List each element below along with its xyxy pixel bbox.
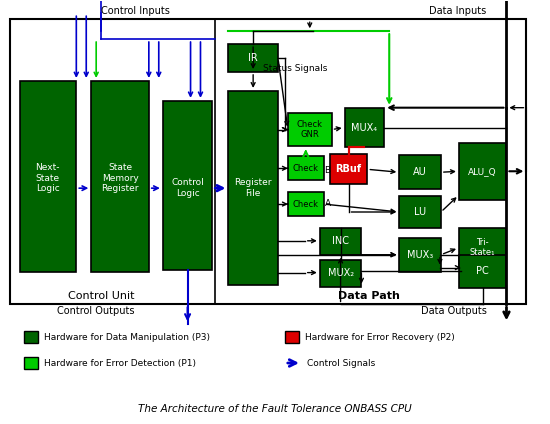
Bar: [288, 192, 324, 216]
Text: Data Outputs: Data Outputs: [421, 307, 487, 316]
Bar: [399, 238, 441, 272]
Bar: [10, 19, 526, 304]
Text: LU: LU: [414, 207, 426, 217]
Text: RBuf: RBuf: [336, 164, 361, 174]
Text: MUX₃: MUX₃: [407, 250, 433, 260]
Text: State
Memory
Register: State Memory Register: [101, 163, 139, 193]
Bar: [329, 154, 367, 184]
Bar: [399, 196, 441, 228]
Bar: [24, 331, 37, 343]
Bar: [163, 101, 212, 270]
Text: PC: PC: [476, 265, 489, 276]
Bar: [459, 143, 507, 200]
Text: The Architecture of the Fault Tolerance ONBASS CPU: The Architecture of the Fault Tolerance …: [138, 404, 412, 414]
Text: Control
Logic: Control Logic: [171, 179, 204, 198]
Bar: [288, 156, 324, 180]
Text: IR: IR: [248, 53, 258, 63]
Text: Check: Check: [293, 200, 319, 209]
Bar: [320, 228, 361, 255]
Bar: [459, 228, 507, 268]
Bar: [320, 259, 361, 287]
Text: Data Inputs: Data Inputs: [429, 6, 486, 16]
Text: Hardware for Error Detection (P1): Hardware for Error Detection (P1): [43, 359, 196, 368]
Bar: [24, 357, 37, 369]
Text: ALU_Q: ALU_Q: [468, 167, 497, 176]
Bar: [20, 81, 76, 272]
Bar: [459, 255, 507, 287]
Text: A: A: [324, 198, 331, 208]
Bar: [344, 108, 384, 148]
Text: Hardware for Data Manipulation (P3): Hardware for Data Manipulation (P3): [43, 333, 210, 342]
Text: Hardware for Error Recovery (P2): Hardware for Error Recovery (P2): [305, 333, 454, 342]
Bar: [228, 91, 278, 285]
Bar: [91, 81, 149, 272]
Text: Control Outputs: Control Outputs: [57, 307, 135, 316]
Text: Check
GNR: Check GNR: [297, 120, 323, 139]
Text: B: B: [324, 166, 331, 175]
Text: Status Signals: Status Signals: [263, 64, 327, 73]
Bar: [399, 155, 441, 189]
Text: AU: AU: [413, 167, 427, 177]
Text: Tri-
State₁: Tri- State₁: [470, 238, 496, 257]
Bar: [228, 44, 278, 72]
Text: Data Path: Data Path: [338, 291, 400, 301]
Text: Check: Check: [293, 164, 319, 173]
Bar: [285, 331, 299, 343]
Text: MUX₂: MUX₂: [327, 268, 354, 278]
Text: Register
File: Register File: [234, 179, 272, 198]
Bar: [288, 113, 332, 146]
Text: Control Inputs: Control Inputs: [101, 6, 170, 16]
Text: INC: INC: [332, 236, 349, 246]
Text: Next-
State
Logic: Next- State Logic: [35, 163, 60, 193]
Text: MUX₄: MUX₄: [351, 123, 377, 133]
Text: Control Unit: Control Unit: [68, 291, 134, 301]
Text: Control Signals: Control Signals: [307, 359, 375, 368]
